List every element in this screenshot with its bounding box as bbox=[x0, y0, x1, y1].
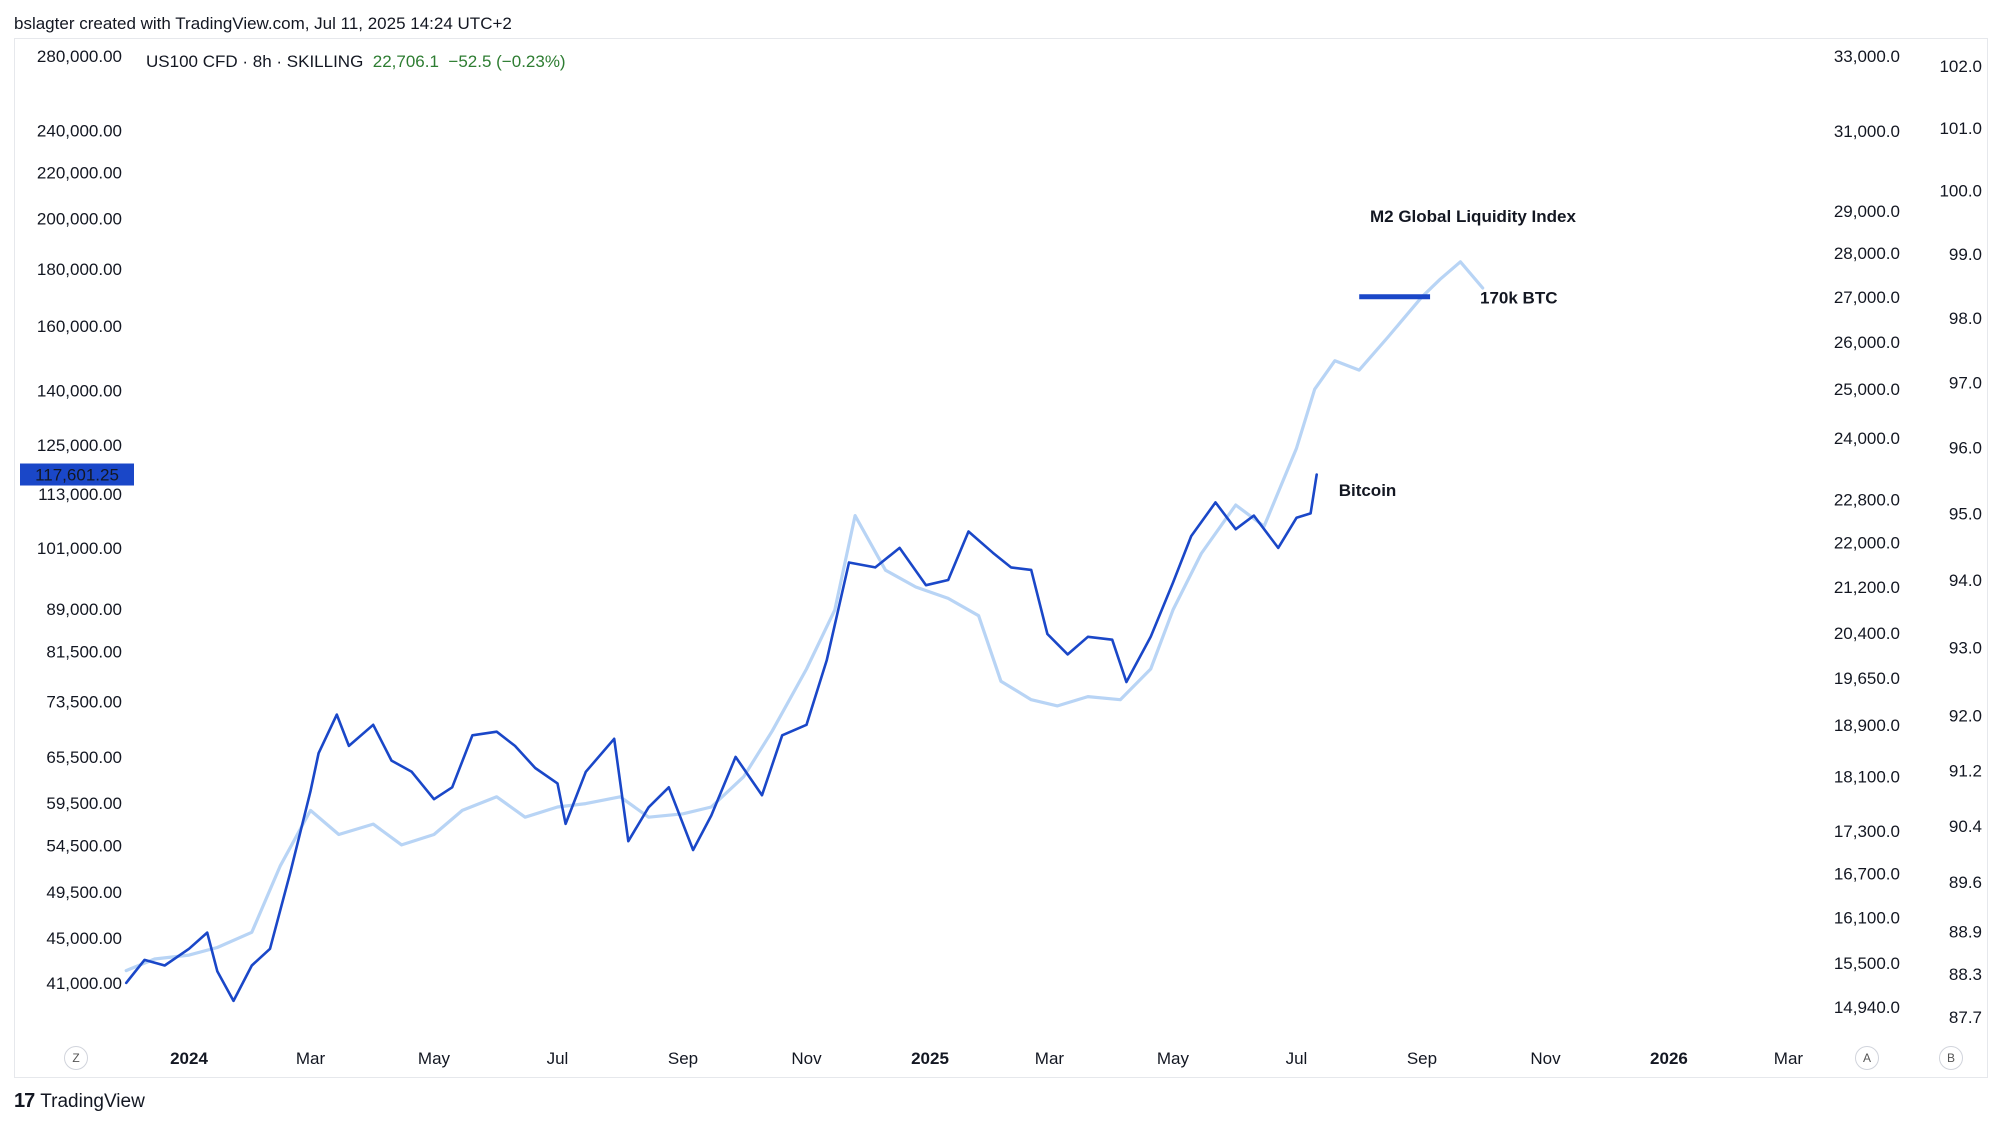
left-axis-tick-label: 101,000.00 bbox=[37, 539, 122, 558]
price-label-text: 117,601.25 bbox=[35, 466, 119, 485]
right-axis-2-tick-label: 92.0 bbox=[1949, 707, 1982, 726]
chart-credit: bslagter created with TradingView.com, J… bbox=[14, 14, 512, 33]
right-axis-2-tick-label: 96.0 bbox=[1949, 439, 1982, 458]
tradingview-logo-icon: 17 bbox=[14, 1090, 35, 1112]
x-axis-tick-label: 2026 bbox=[1650, 1049, 1688, 1068]
left-axis-tick-label: 73,500.00 bbox=[46, 692, 122, 711]
x-axis-tick-label: 2025 bbox=[911, 1049, 949, 1068]
left-axis-tick-label: 220,000.00 bbox=[37, 163, 122, 182]
right-axis-tick-label: 31,000.0 bbox=[1834, 122, 1900, 141]
auto-scale-button[interactable]: A bbox=[1855, 1046, 1879, 1070]
right-axis-tick-label: 15,500.0 bbox=[1834, 954, 1900, 973]
symbol-price: 22,706.1 bbox=[372, 52, 439, 71]
left-axis-tick-label: 49,500.00 bbox=[46, 883, 122, 902]
x-axis-tick-label: May bbox=[1157, 1049, 1190, 1068]
right-axis-2-tick-label: 88.9 bbox=[1949, 922, 1982, 941]
right-axis-tick-label: 18,900.0 bbox=[1834, 716, 1900, 735]
left-axis-tick-label: 240,000.00 bbox=[37, 121, 122, 140]
right-axis-2-tick-label: 90.4 bbox=[1949, 817, 1982, 836]
x-axis-tick-label: Sep bbox=[1407, 1049, 1437, 1068]
right-axis-tick-label: 22,800.0 bbox=[1834, 491, 1900, 510]
right-axis-tick-label: 21,200.0 bbox=[1834, 578, 1900, 597]
right-axis-2-tick-label: 100.0 bbox=[1939, 182, 1982, 201]
left-axis-tick-label: 180,000.00 bbox=[37, 260, 122, 279]
right-axis-tick-label: 26,000.0 bbox=[1834, 333, 1900, 352]
left-axis-tick-label: 140,000.00 bbox=[37, 381, 122, 400]
right-axis-2-tick-label: 102.0 bbox=[1939, 57, 1982, 76]
right-axis-tick-label: 29,000.0 bbox=[1834, 202, 1900, 221]
left-axis-tick-label: 45,000.00 bbox=[46, 929, 122, 948]
right-axis-2-tick-label: 99.0 bbox=[1949, 245, 1982, 264]
right-axis-tick-label: 17,300.0 bbox=[1834, 822, 1900, 841]
right-axis-tick-label: 14,940.0 bbox=[1834, 998, 1900, 1017]
right-axis-2-tick-label: 93.0 bbox=[1949, 639, 1982, 658]
left-axis-tick-label: 65,500.00 bbox=[46, 748, 122, 767]
right-axis-2-tick-label: 87.7 bbox=[1949, 1008, 1982, 1027]
x-axis-tick-label: Nov bbox=[791, 1049, 822, 1068]
left-axis-tick-label: 89,000.00 bbox=[46, 600, 122, 619]
right-axis-tick-label: 22,000.0 bbox=[1834, 534, 1900, 553]
left-axis-tick-label: 125,000.00 bbox=[37, 436, 122, 455]
right-axis-tick-label: 33,000.0 bbox=[1834, 47, 1900, 66]
right-axis-tick-label: 16,700.0 bbox=[1834, 864, 1900, 883]
left-axis-tick-label: 54,500.00 bbox=[46, 837, 122, 856]
right-axis-tick-label: 16,100.0 bbox=[1834, 908, 1900, 927]
x-axis-tick-label: Jul bbox=[547, 1049, 569, 1068]
price-label-box bbox=[20, 463, 134, 486]
x-axis-tick-label: Sep bbox=[668, 1049, 698, 1068]
right-axis-2-tick-label: 98.0 bbox=[1949, 309, 1982, 328]
right-axis-2-tick-label: 101.0 bbox=[1939, 119, 1982, 138]
symbol-change: −52.5 (−0.23%) bbox=[448, 52, 566, 71]
left-axis-tick-label: 59,500.00 bbox=[46, 794, 122, 813]
tradingview-brand: TradingView bbox=[40, 1090, 145, 1112]
chart-frame bbox=[14, 38, 1988, 1078]
right-axis-tick-label: 20,400.0 bbox=[1834, 624, 1900, 643]
left-axis-tick-label: 41,000.00 bbox=[46, 974, 122, 993]
right-axis-tick-label: 27,000.0 bbox=[1834, 288, 1900, 307]
right-axis-tick-label: 19,650.0 bbox=[1834, 669, 1900, 688]
left-axis-tick-label: 160,000.00 bbox=[37, 317, 122, 336]
right-axis-tick-label: 28,000.0 bbox=[1834, 244, 1900, 263]
x-axis-tick-label: 2024 bbox=[170, 1049, 208, 1068]
right-axis-tick-label: 18,100.0 bbox=[1834, 768, 1900, 787]
x-axis-tick-label: Mar bbox=[1035, 1049, 1065, 1068]
tradingview-logo[interactable]: 17 TradingView bbox=[14, 1090, 145, 1113]
bitcoin-annotation: Bitcoin bbox=[1339, 481, 1397, 500]
m2-series-line bbox=[124, 260, 1485, 973]
left-axis-tick-label: 280,000.00 bbox=[37, 47, 122, 66]
symbol-name: US100 CFD · 8h · SKILLING bbox=[146, 52, 364, 71]
right-axis-2-tick-label: 97.0 bbox=[1949, 373, 1982, 392]
x-axis-tick-label: Mar bbox=[296, 1049, 326, 1068]
x-axis-tick-label: Jul bbox=[1286, 1049, 1308, 1068]
symbol-info: US100 CFD · 8h · SKILLING 22,706.1 −52.5… bbox=[146, 52, 566, 72]
left-axis-tick-label: 81,500.00 bbox=[46, 642, 122, 661]
x-axis-tick-label: Mar bbox=[1774, 1049, 1804, 1068]
m2-annotation: M2 Global Liquidity Index bbox=[1370, 207, 1576, 226]
x-axis-tick-label: May bbox=[418, 1049, 451, 1068]
right-axis-2-tick-label: 88.3 bbox=[1949, 965, 1982, 984]
bitcoin-series-line bbox=[124, 473, 1318, 1003]
right-axis-tick-label: 25,000.0 bbox=[1834, 380, 1900, 399]
x-axis-tick-label: Nov bbox=[1530, 1049, 1561, 1068]
right-axis-tick-label: 24,000.0 bbox=[1834, 429, 1900, 448]
right-axis-2-tick-label: 95.0 bbox=[1949, 505, 1982, 524]
right-axis-2-tick-label: 94.0 bbox=[1949, 571, 1982, 590]
right-axis-2-tick-label: 89.6 bbox=[1949, 873, 1982, 892]
right-axis-2-tick-label: 91.2 bbox=[1949, 762, 1982, 781]
log-scale-button[interactable]: Z bbox=[64, 1046, 88, 1070]
scale-settings-button[interactable]: B bbox=[1939, 1046, 1963, 1070]
btc-level-annotation: 170k BTC bbox=[1480, 289, 1557, 308]
left-axis-tick-label: 113,000.00 bbox=[38, 485, 122, 504]
left-axis-tick-label: 200,000.00 bbox=[37, 209, 122, 228]
